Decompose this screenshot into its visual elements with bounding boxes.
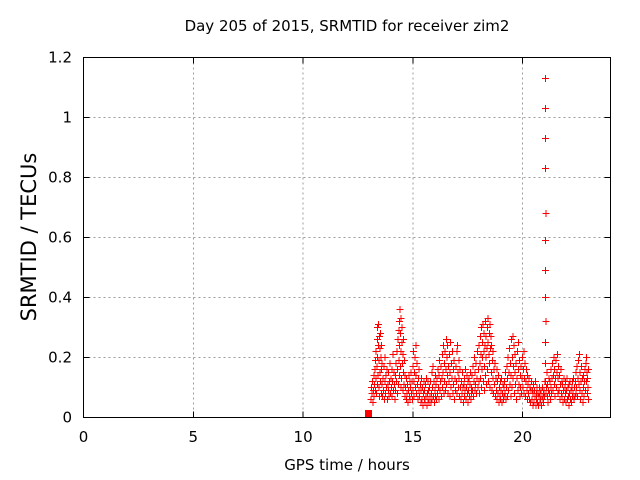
x-tick-label: 5 xyxy=(189,428,199,446)
y-tick-label: 0.8 xyxy=(48,169,72,187)
x-axis-label: GPS time / hours xyxy=(284,456,410,474)
x-tick-label: 15 xyxy=(403,428,422,446)
plot-border xyxy=(83,57,611,418)
y-tick-label: 0.6 xyxy=(48,229,72,247)
y-tick-label: 0.2 xyxy=(48,349,72,367)
x-tick-label: 10 xyxy=(294,428,313,446)
plot-generated: 0 5 10 15 20 0 0.2 0.4 0.6 0.8 1 1.2 xyxy=(48,49,611,446)
zero-point-square-marker xyxy=(364,410,372,418)
y-axis-label: SRMTID / TECUs xyxy=(17,153,41,322)
x-tick-label: 0 xyxy=(79,428,89,446)
y-tick-label: 0.4 xyxy=(48,289,72,307)
x-tick-label: 20 xyxy=(513,428,532,446)
y-tick-label: 1 xyxy=(62,109,72,127)
chart-title: Day 205 of 2015, SRMTID for receiver zim… xyxy=(185,17,510,35)
y-tick-label: 0 xyxy=(62,409,72,427)
y-tick-label: 1.2 xyxy=(48,49,72,67)
data-points-plus-markers xyxy=(367,75,592,409)
